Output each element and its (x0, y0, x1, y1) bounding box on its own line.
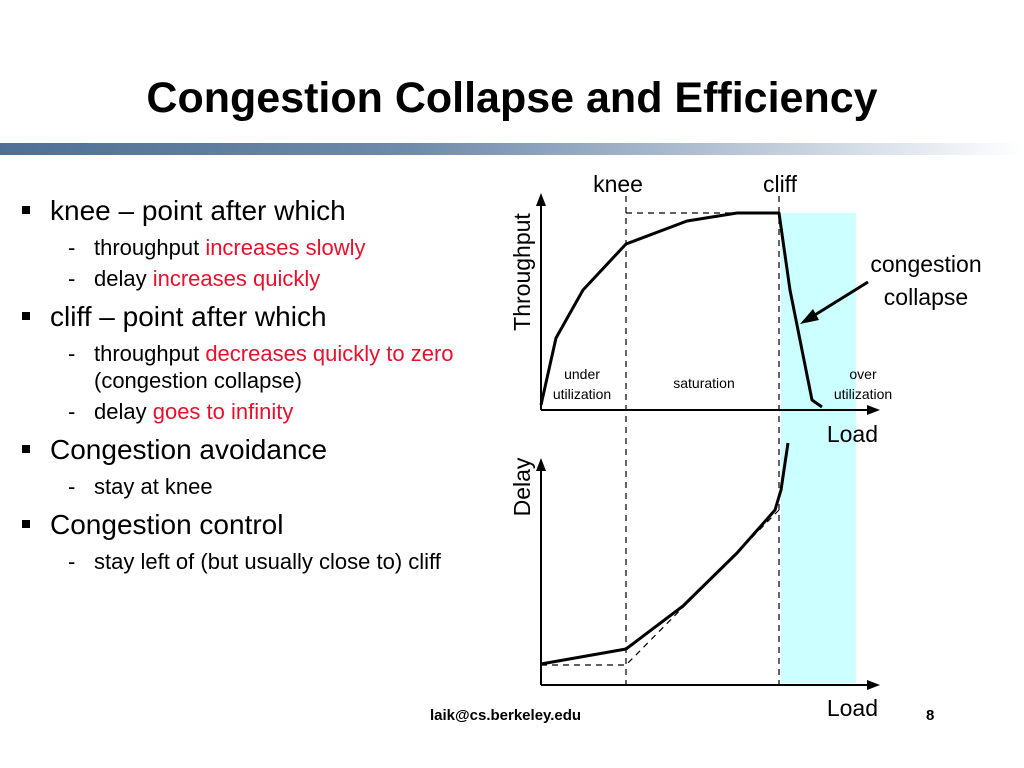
collapse-label-line1: congestion (870, 251, 981, 277)
delay-axis-label: Delay (509, 457, 535, 516)
dash-marker: - (68, 341, 76, 366)
collapse-arrow-head (800, 309, 819, 324)
region-over-label-2: utilization (834, 386, 892, 402)
sub-bullet-text: throughput (94, 235, 206, 260)
bullet-square-icon (22, 312, 30, 320)
sub-bullet-text: delay (94, 399, 153, 424)
bullet-list: knee – point after which - throughput incr… (18, 186, 488, 575)
sub-bullet-item: - stay at knee (18, 473, 488, 500)
bullet-square-icon (22, 520, 30, 528)
highlight-text: increases slowly (205, 235, 366, 260)
highlight-text: increases quickly (152, 266, 321, 291)
cliff-label: cliff (763, 171, 798, 197)
dash-marker: - (68, 235, 76, 260)
knee-label: knee (593, 171, 643, 197)
bottom-x-arrow (867, 680, 880, 690)
bottom-load-label: Load (827, 695, 878, 721)
delay-asymptote-dashed (541, 509, 780, 666)
sub-bullet-item: - stay left of (but usually close to) cli… (18, 548, 488, 575)
dash-marker: - (68, 266, 76, 291)
sub-bullet-text: throughput (94, 341, 206, 366)
highlight-text: decreases quickly to zero (205, 341, 454, 366)
collapse-label-line2: collapse (884, 284, 968, 310)
throughput-axis-label: Throughput (509, 213, 535, 331)
top-x-arrow (867, 405, 880, 415)
dash-marker: - (68, 474, 76, 499)
bullet-text: knee – point after which (50, 195, 346, 226)
bullet-text: cliff – point after which (50, 301, 327, 332)
sub-bullet-text: stay at knee (94, 474, 213, 499)
highlight-text: goes to infinity (152, 399, 294, 424)
top-load-label: Load (827, 421, 878, 447)
sub-bullet-text: (congestion collapse) (94, 368, 302, 393)
delay-curve (540, 442, 790, 666)
bullet-text: Congestion avoidance (50, 434, 328, 465)
overload-region (781, 213, 856, 683)
bullet-text: Congestion control (50, 509, 284, 540)
sub-bullet-item: - delay goes to infinity (18, 398, 488, 425)
footer-email: laik@cs.berkeley.edu (430, 707, 582, 724)
region-over-label-1: over (849, 366, 877, 382)
bullet-square-icon (22, 206, 30, 214)
region-under-label-1: under (564, 366, 600, 382)
throughput-curve (539, 211, 823, 409)
slide-number: 8 (926, 707, 935, 724)
sub-bullet-item: - delay increases quickly (18, 265, 488, 292)
sub-bullet-item: - throughput decreases quickly to zero (c… (18, 340, 488, 394)
title-divider-bar (0, 143, 1024, 155)
dash-marker: - (68, 399, 76, 424)
bullet-item: Congestion avoidance (18, 431, 488, 469)
top-y-arrow (536, 193, 546, 206)
bullet-item: Congestion control (18, 506, 488, 544)
region-under-label-2: utilization (553, 386, 611, 402)
slide-title: Congestion Collapse and Efficiency (146, 74, 878, 122)
collapse-arrow-line (809, 280, 869, 320)
dash-marker: - (68, 549, 76, 574)
bottom-y-arrow (536, 458, 546, 471)
bullet-item: knee – point after which (18, 192, 488, 230)
sub-bullet-item: - throughput increases slowly (18, 234, 488, 261)
sub-bullet-text: delay (94, 266, 153, 291)
region-saturation-label: saturation (673, 375, 734, 391)
bullet-item: cliff – point after which (18, 298, 488, 336)
bullet-square-icon (22, 445, 30, 453)
sub-bullet-text: stay left of (but usually close to) clif… (94, 549, 441, 574)
